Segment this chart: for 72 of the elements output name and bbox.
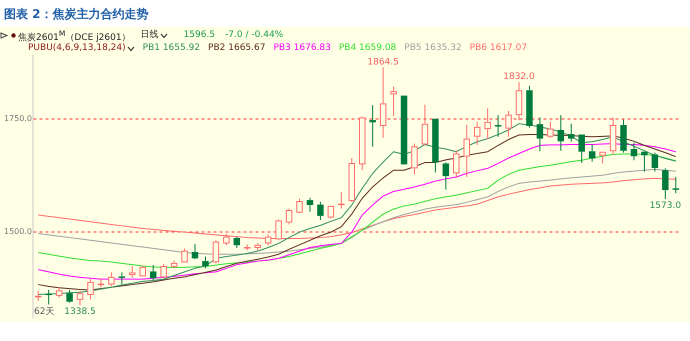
text: PB6 1617.07 [470, 42, 528, 55]
candlestick [558, 114, 564, 152]
candlestick [672, 176, 680, 194]
candlestick [505, 110, 512, 138]
candlestick [66, 289, 73, 304]
candlestick [464, 124, 470, 178]
candlestick [411, 143, 418, 175]
candlestick [254, 242, 261, 251]
candlestick [108, 272, 115, 286]
text: PB3 1676.83 [273, 42, 331, 55]
candlestick [296, 198, 303, 213]
candlestick [453, 150, 460, 178]
candlestick [87, 278, 94, 300]
annotation: 1864.5 [367, 57, 399, 68]
candlestick [422, 104, 428, 146]
candlestick [202, 256, 209, 269]
candlestick [118, 272, 126, 285]
candlestick [369, 104, 376, 148]
candlestick [45, 289, 52, 305]
candlestick [306, 197, 314, 212]
candlestick [588, 144, 596, 162]
candlestick [494, 114, 502, 138]
candlestick [536, 116, 544, 152]
candlestick [150, 264, 156, 281]
annotation: 1832.0 [503, 72, 536, 82]
text: -7.0 / -0.44% [225, 29, 284, 42]
candlestick [140, 265, 146, 276]
y-tick-label: 1500.0 [4, 227, 32, 236]
candlestick [641, 152, 648, 172]
candlestick [484, 108, 491, 140]
candlestick [192, 243, 198, 260]
text: PB2 1665.67 [208, 42, 266, 55]
text: PUBU(4,6,9,13,18,24) [28, 42, 126, 55]
candlestick [34, 290, 42, 302]
candlestick [516, 82, 522, 121]
candlestick [348, 158, 356, 202]
chart-title: 图表 2：焦炭主力合约走势 [4, 6, 149, 23]
candlestick [234, 236, 240, 248]
text: PB5 1635.32 [404, 42, 462, 55]
candlestick [170, 260, 178, 269]
annotation: 1573.0 [650, 200, 682, 211]
candlestick [98, 278, 104, 288]
candlestick [442, 162, 450, 190]
candlestick [390, 86, 397, 117]
text: 1596.5 [184, 29, 216, 42]
candlestick [328, 206, 334, 220]
candlestick [610, 116, 616, 155]
text: PB4 1659.08 [338, 42, 396, 55]
candlestick [630, 142, 638, 161]
candlestick [568, 123, 574, 142]
annotation: 1338.5 [64, 306, 96, 317]
text: 焦炭2601$^{M}$（DCE j2601） [18, 28, 131, 43]
candlestick [286, 208, 292, 225]
candlestick [662, 168, 669, 200]
candlestick [380, 66, 386, 138]
candlestick [56, 286, 62, 298]
candlestick [526, 85, 533, 128]
candlestick [358, 117, 366, 171]
candlestick [620, 119, 627, 154]
annotation: 62天 [34, 306, 54, 318]
text: PB1 1655.92 [142, 42, 200, 55]
candlestick [338, 191, 345, 210]
candlestick [578, 134, 585, 164]
candlestick [652, 152, 658, 172]
candlestick [474, 121, 480, 146]
candlestick [76, 290, 84, 306]
candlestick [599, 152, 606, 164]
candlestick [129, 266, 136, 278]
candlestick [317, 201, 324, 220]
candlestick [547, 121, 554, 138]
y-tick-label: 1750.0 [4, 114, 32, 124]
text: 日线 [140, 29, 159, 42]
